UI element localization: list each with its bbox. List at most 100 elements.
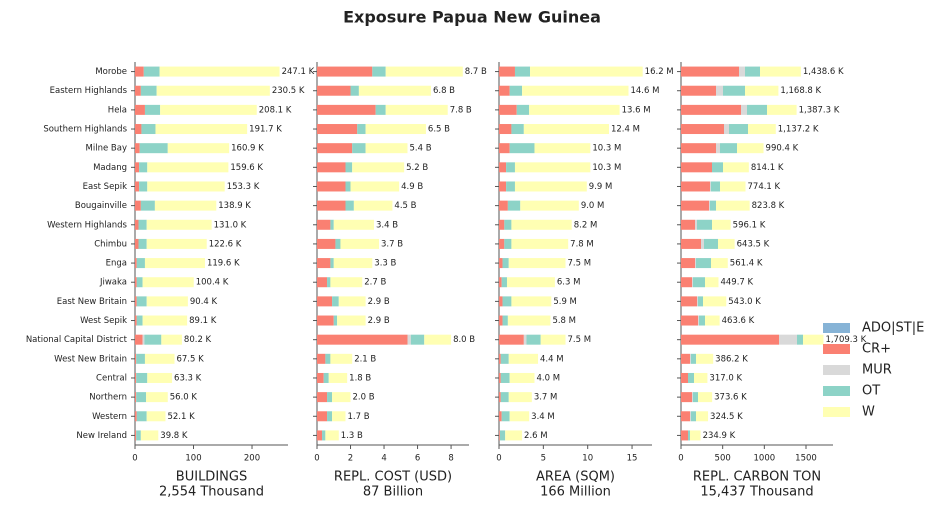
bar-segment: [511, 124, 524, 135]
bar-segment: [711, 258, 728, 269]
bar-segment: [681, 277, 692, 288]
bar-segment: [699, 315, 705, 326]
bar-segment: [140, 200, 155, 211]
bar-segment: [317, 66, 373, 77]
legend-swatch: [823, 323, 850, 333]
bar-segment: [499, 258, 503, 269]
value-label: 89.1 K: [189, 316, 217, 326]
bar-segment: [136, 372, 148, 383]
bar-segment: [712, 162, 723, 173]
bar-segment: [500, 353, 509, 364]
bar-segment: [136, 296, 147, 307]
bar-segment: [333, 315, 338, 326]
bar-segment: [135, 143, 140, 154]
bar-segment: [520, 200, 579, 211]
value-label: 230.5 K: [272, 86, 305, 96]
bar-segment: [739, 66, 745, 77]
value-label: 8.0 B: [453, 335, 475, 345]
value-label: 2.9 B: [368, 316, 390, 326]
bar-segment: [693, 392, 698, 403]
category-label: Central: [96, 373, 127, 383]
value-label: 1.7 B: [347, 412, 369, 422]
bar-segment: [136, 277, 143, 288]
bar-segment: [681, 66, 739, 77]
bar-segment: [681, 372, 688, 383]
bar-segment: [135, 104, 145, 115]
bar-segment: [144, 258, 205, 269]
x-tick-label: 1000: [754, 454, 776, 464]
bar-segment: [385, 66, 463, 77]
bar-segment: [385, 104, 448, 115]
bar-segment: [136, 353, 145, 364]
bar-segment: [691, 411, 696, 422]
bar-segment: [147, 372, 173, 383]
bar-segment: [500, 372, 510, 383]
bar-segment: [514, 181, 587, 192]
bar-segment: [160, 104, 257, 115]
value-label: 7.5 M: [568, 259, 592, 269]
value-label: 12.4 M: [611, 125, 640, 135]
bar-segment: [338, 296, 366, 307]
bar-segment: [681, 85, 716, 96]
bar-segment: [146, 392, 168, 403]
value-label: 1.8 B: [349, 373, 371, 383]
value-label: 449.7 K: [720, 278, 753, 288]
bar-segment: [681, 238, 701, 249]
bar-segment: [681, 200, 709, 211]
bar-segment: [509, 372, 535, 383]
bar-segment: [317, 124, 358, 135]
bar-segment: [500, 392, 509, 403]
bar-segment: [696, 258, 711, 269]
value-label: 1.3 B: [341, 431, 363, 441]
bar-segment: [330, 258, 334, 269]
value-label: 373.6 K: [714, 393, 747, 403]
legend-swatch: [823, 365, 850, 375]
value-label: 9.9 M: [589, 182, 613, 192]
bar-segment: [135, 430, 137, 441]
bar-segment: [499, 392, 501, 403]
value-label: 7.8 B: [450, 105, 472, 115]
value-label: 67.5 K: [176, 354, 204, 364]
value-label: 7.5 M: [568, 335, 592, 345]
bar-segment: [692, 392, 693, 403]
value-label: 324.5 K: [710, 412, 743, 422]
bar-segment: [332, 296, 339, 307]
bar-segment: [352, 162, 405, 173]
bar-segment: [365, 143, 408, 154]
bar-segment: [698, 392, 713, 403]
category-label: Milne Bay: [86, 144, 127, 154]
x-tick-label: 500: [715, 454, 731, 464]
value-label: 596.1 K: [733, 220, 766, 230]
x-axis-label: 2,554 Thousand: [159, 485, 264, 500]
bar-segment: [317, 372, 324, 383]
bar-segment: [697, 219, 712, 230]
value-label: 3.4 B: [376, 220, 398, 230]
value-label: 13.6 M: [622, 105, 651, 115]
value-label: 52.1 K: [167, 412, 195, 422]
value-label: 16.2 M: [645, 67, 674, 77]
bar-segment: [797, 334, 803, 345]
x-tick-label: 8: [448, 454, 453, 464]
value-label: 131.0 K: [214, 220, 247, 230]
bar-segment: [698, 296, 703, 307]
value-label: 1,387.3 K: [799, 105, 840, 115]
bar-segment: [499, 124, 512, 135]
bar-segment: [711, 181, 720, 192]
bar-segment: [499, 66, 515, 77]
bar-segment: [139, 162, 148, 173]
bar-segment: [317, 143, 353, 154]
bar-segment: [681, 104, 741, 115]
x-tick-label: 5: [541, 454, 546, 464]
x-tick-label: 4: [381, 454, 386, 464]
bar-segment: [509, 411, 530, 422]
bar-segment: [317, 85, 351, 96]
bar-segment: [317, 392, 328, 403]
bar-segment: [681, 315, 698, 326]
bar-segment: [509, 85, 523, 96]
bar-segment: [499, 143, 510, 154]
bar-segment: [333, 219, 374, 230]
bar-segment: [317, 353, 326, 364]
bar-segment: [693, 277, 705, 288]
bar-segment: [681, 334, 779, 345]
value-label: 160.9 K: [231, 144, 264, 154]
